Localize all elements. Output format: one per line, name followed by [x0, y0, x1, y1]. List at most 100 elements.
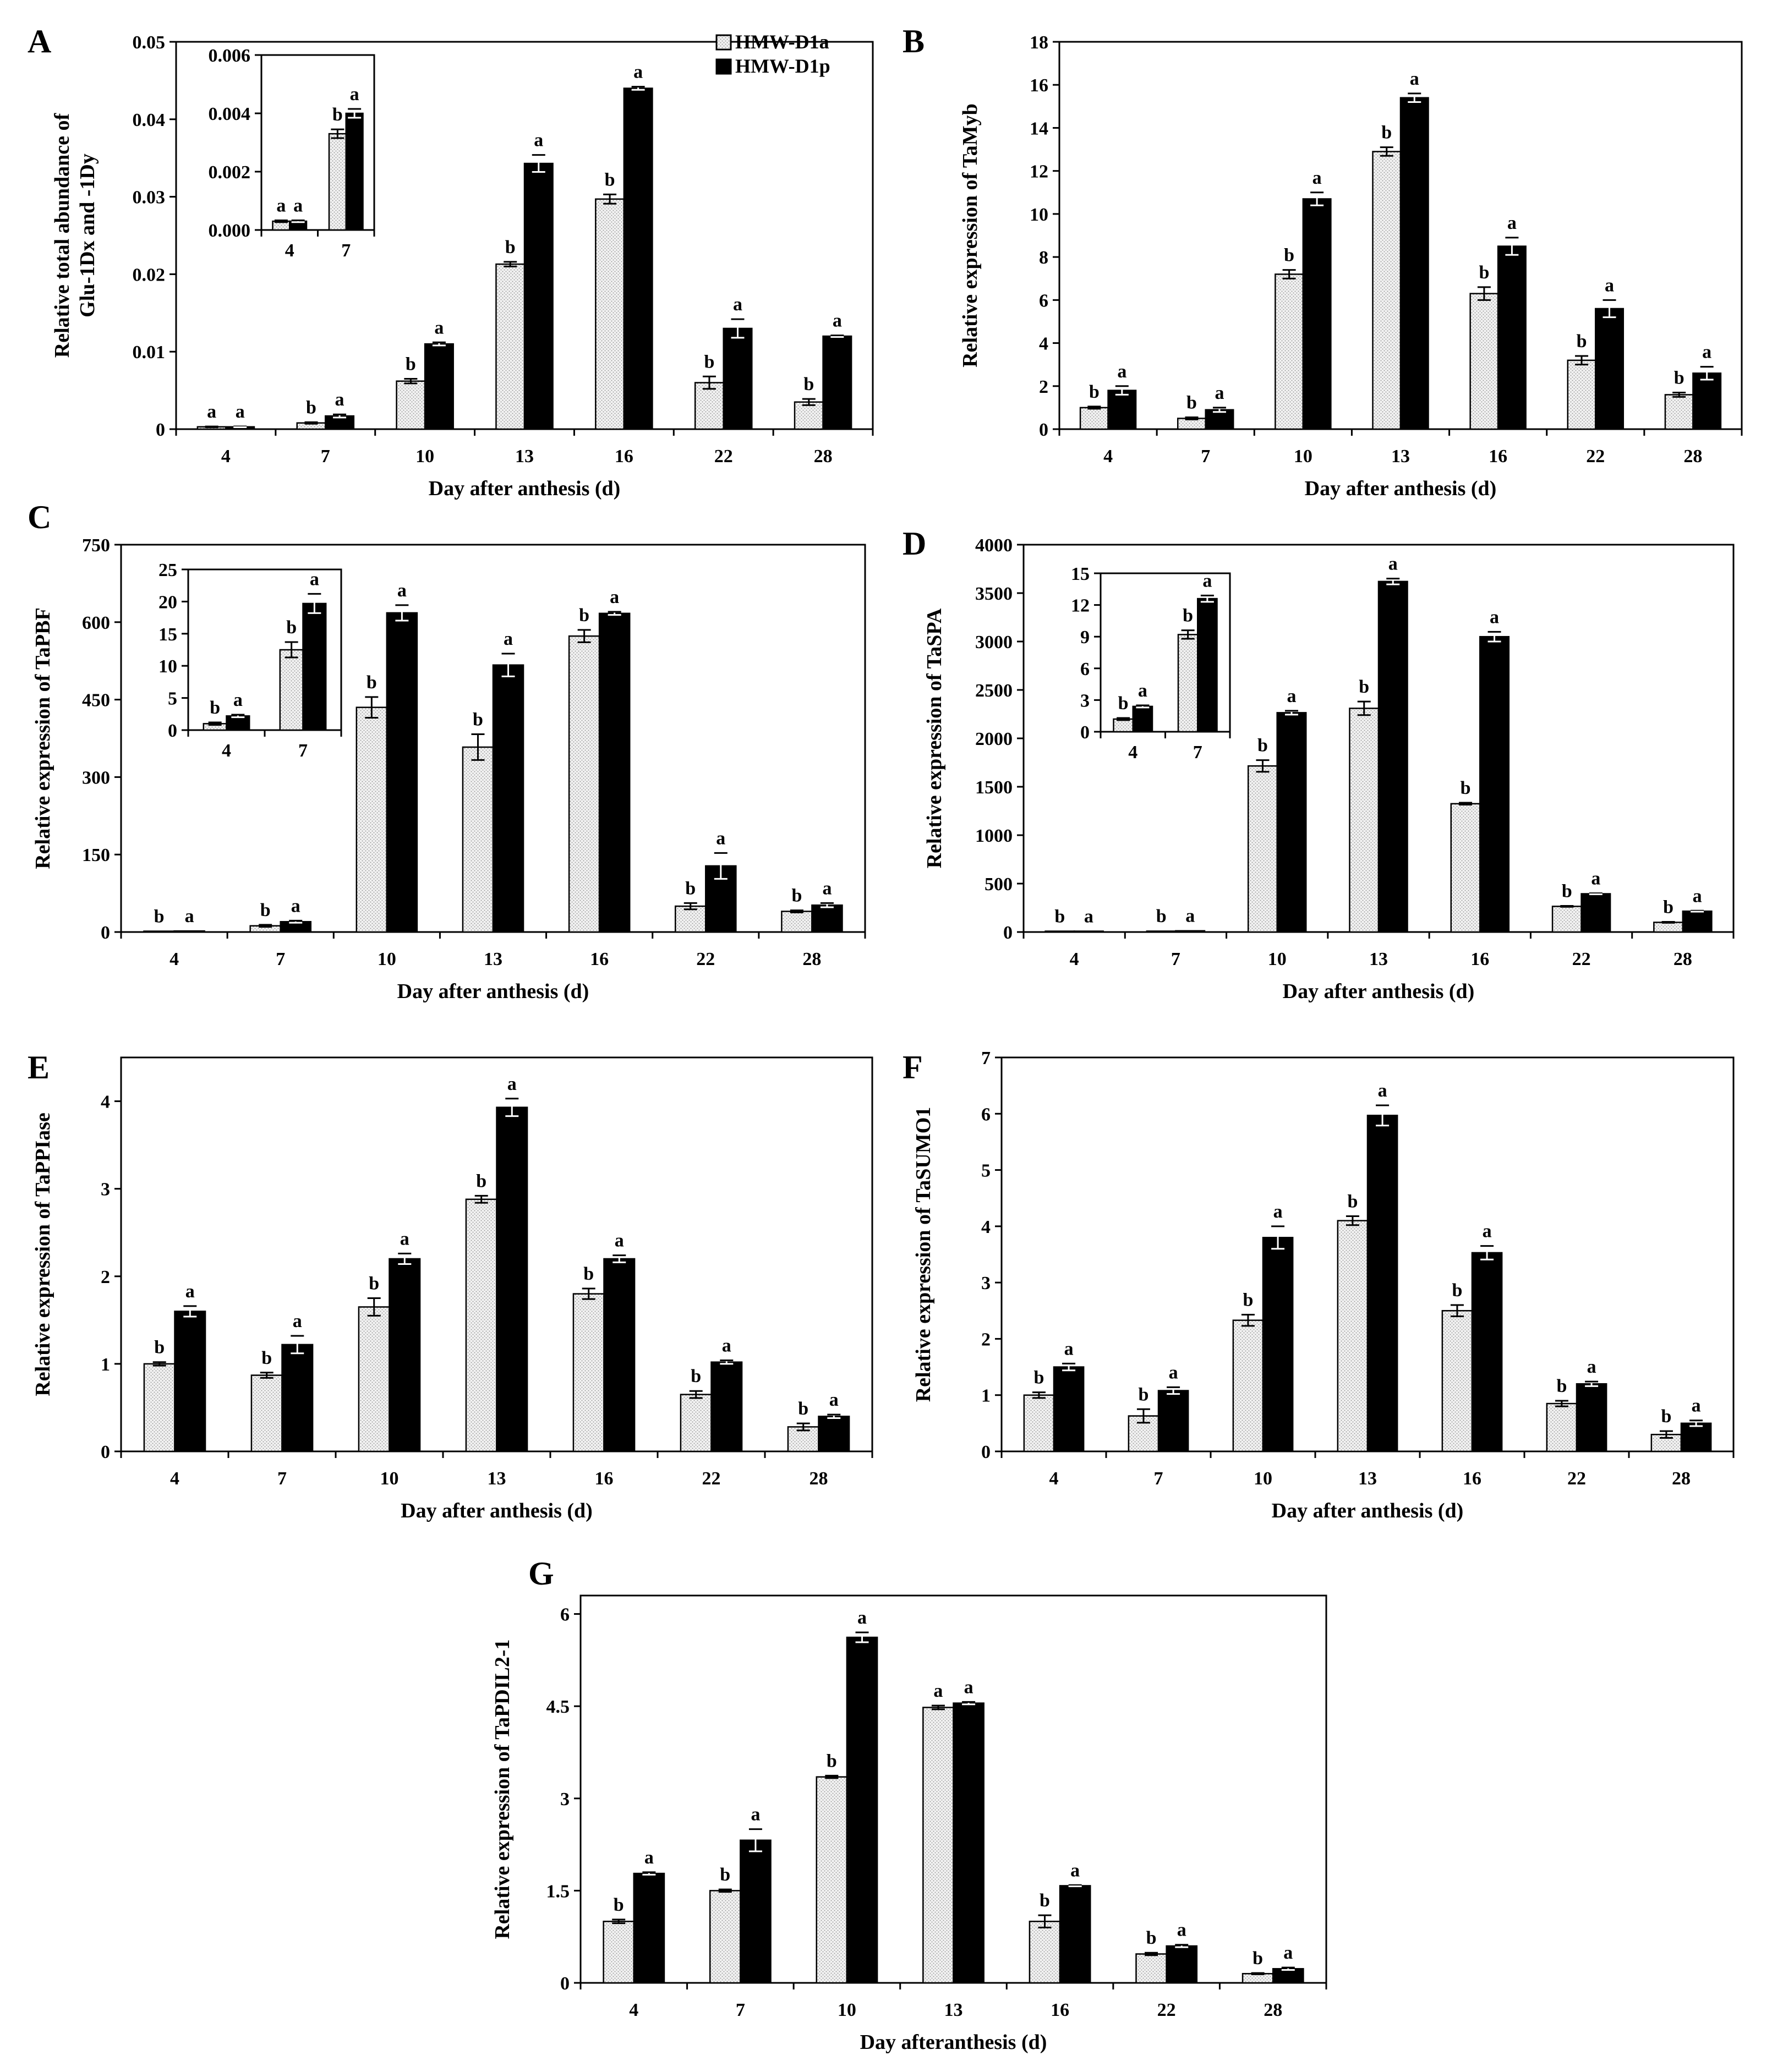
- panel-g: G Relative expression of TaPDIL2-1 Day aft…: [491, 1555, 1047, 2054]
- panel-a-ytick-label: 0.02: [133, 265, 166, 285]
- panel-d-sig-label: a: [1185, 906, 1195, 927]
- panel-c-sig-label: a: [185, 906, 194, 927]
- panel-g-xtick-label: 4: [629, 2000, 638, 2020]
- panel-d-ytick-label: 1000: [975, 826, 1013, 846]
- panel-c-sig-label: a: [822, 878, 832, 898]
- panel-a-ytick-label: 0.03: [133, 188, 166, 208]
- panel-b-ylabel: Relative expression of TaMyb: [959, 103, 982, 368]
- panel-e-ytick-label: 3: [101, 1180, 110, 1200]
- panel-a: A Relative total abundance of Glu-1Dx and …: [28, 23, 620, 500]
- panel-a-ylabel: Glu-1Dx and -1Dy: [76, 154, 99, 317]
- panel-c-xtick-label: 4: [222, 741, 231, 761]
- panel-b-sig-label: b: [1284, 245, 1294, 266]
- panel-a-plot: 00.010.020.030.040.054 7 10 13 16 22 28a bbbbbb…: [133, 32, 874, 467]
- panel-e-xtick-label: 4: [170, 1468, 179, 1489]
- panel-e-ylabel: Relative expression of TaPPIase: [31, 1112, 54, 1396]
- panel-f-sig-label: a: [1169, 1362, 1178, 1383]
- panel-b-bar-hmw-d1a: [1567, 359, 1596, 430]
- panel-a-xtick-label: 4: [285, 240, 294, 261]
- panel-e-bar-hmw-d1p: [710, 1361, 743, 1452]
- panel-f-bar-hmw-d1a: [1546, 1402, 1578, 1452]
- panel-d-ytick-label: 1500: [975, 777, 1013, 798]
- panel-c-sig-label: a: [291, 896, 300, 916]
- panel-g-sig-label: b: [827, 1751, 837, 1771]
- panel-c-sig-label: b: [579, 605, 589, 626]
- panel-e-bar-hmw-d1a: [465, 1198, 497, 1452]
- panel-d-sig-label: b: [1054, 907, 1065, 927]
- legend-swatch-hmw-d1p: [715, 58, 732, 75]
- panel-d-bar-hmw-d1p: [1175, 930, 1206, 933]
- panel-g-ytick-label: 0: [560, 1974, 570, 1994]
- panel-a-bar-hmw-d1a: [328, 133, 347, 231]
- panel-c-sig-label: b: [154, 907, 165, 927]
- panel-f-ytick-label: 4: [981, 1217, 991, 1237]
- panel-f-ytick-label: 2: [981, 1329, 991, 1350]
- panel-f-xtick-label: 10: [1254, 1468, 1272, 1489]
- panel-g-ytick-label: 4.5: [546, 1697, 570, 1717]
- panel-d-sig-label: a: [1490, 607, 1499, 627]
- panel-b-bar-hmw-d1p: [1692, 372, 1722, 430]
- panel-c-sig-label: a: [310, 569, 319, 589]
- panel-f-ytick-label: 7: [981, 1048, 991, 1068]
- panel-d-bar-hmw-d1a: [1551, 906, 1582, 933]
- panel-f-ytick-label: 5: [981, 1161, 991, 1181]
- panel-e-sig-label: b: [798, 1399, 808, 1419]
- panel-d-ytick-label: 15: [1071, 564, 1090, 584]
- panel-a-xtick-label: 22: [714, 446, 733, 467]
- panel-f-bar-hmw-d1p: [1471, 1252, 1503, 1452]
- panel-c-sig-label: a: [504, 629, 513, 649]
- panel-d-bar-hmw-d1p: [1197, 598, 1218, 733]
- panel-e-ytick-label: 4: [101, 1092, 110, 1112]
- panel-f-bar-hmw-d1p: [1680, 1422, 1712, 1452]
- panel-a-xtick-label: 4: [221, 446, 231, 467]
- panel-f-sig-label: a: [1483, 1221, 1492, 1242]
- panel-c-ytick-label: 600: [82, 613, 110, 633]
- panel-d-sig-label: a: [1202, 571, 1212, 591]
- panel-a-xtick-label: 13: [515, 446, 534, 467]
- panel-g-sig-label: b: [1040, 1890, 1050, 1911]
- panel-b-bar-hmw-d1p: [1205, 409, 1234, 430]
- panel-e-bar-hmw-d1a: [143, 1363, 176, 1452]
- panel-c-ylabel: Relative expression of TaPBF: [31, 607, 54, 869]
- panel-e-letter: E: [28, 1049, 50, 1086]
- panel-c-sig-label: a: [233, 690, 243, 710]
- panel-g-sig-label: b: [1253, 1948, 1263, 1969]
- panel-c-bar-hmw-d1p: [386, 612, 418, 933]
- panel-d-bar-hmw-d1p: [1682, 910, 1713, 933]
- panel-b-bar-hmw-d1a: [1469, 293, 1499, 430]
- panel-d-sig-label: b: [1663, 897, 1673, 918]
- panel-d-xtick-label: 28: [1673, 949, 1692, 969]
- panel-d-ytick-label: 0: [1003, 923, 1013, 943]
- panel-a-ylabel: Relative total abundance of: [51, 112, 74, 358]
- panel-b-sig-label: b: [1577, 331, 1587, 352]
- panel-d-ytick-label: 3000: [975, 632, 1013, 653]
- panel-d-ytick-label: 12: [1071, 596, 1090, 616]
- panel-c-sig-label: b: [473, 709, 483, 730]
- panel-g-bar-hmw-d1a: [922, 1707, 954, 1984]
- panel-c-ytick-label: 450: [82, 690, 110, 711]
- panel-d-bar-hmw-d1a: [1349, 708, 1380, 933]
- panel-e-xtick-label: 10: [380, 1468, 399, 1489]
- panel-c-bar-hmw-d1a: [356, 706, 388, 933]
- panel-c-xtick-label: 13: [484, 949, 502, 969]
- legend-label-hmw-d1p: HMW-D1p: [735, 55, 830, 77]
- panel-e-ytick-label: 2: [101, 1267, 110, 1287]
- panel-b-xtick-label: 16: [1489, 446, 1507, 467]
- panel-a-ytick-label: 0.04: [133, 110, 166, 130]
- panel-d-bar-hmw-d1p: [1580, 893, 1611, 933]
- panel-g-ytick-label: 1.5: [546, 1881, 570, 1901]
- panel-e-bar-hmw-d1p: [389, 1258, 421, 1452]
- panel-g-bar-hmw-d1p: [1272, 1968, 1304, 1984]
- panel-e-sig-label: a: [293, 1311, 302, 1331]
- panel-d-ylabel: Relative expression of TaSPA: [923, 608, 946, 868]
- panel-a-ytick-label: 0.004: [209, 104, 251, 124]
- panel-f-bar-hmw-d1p: [1576, 1383, 1607, 1452]
- panel-f-bar-hmw-d1a: [1337, 1220, 1369, 1452]
- panel-d-bar-hmw-d1p: [1276, 712, 1307, 933]
- panel-g-xtick-label: 22: [1157, 2000, 1176, 2020]
- panel-d-sig-label: b: [1118, 693, 1129, 714]
- panel-c-sig-label: a: [610, 587, 619, 607]
- panel-b-ytick-label: 8: [1039, 248, 1048, 268]
- panel-b-ytick-label: 14: [1030, 118, 1048, 139]
- panel-c-bar-hmw-d1p: [226, 715, 250, 731]
